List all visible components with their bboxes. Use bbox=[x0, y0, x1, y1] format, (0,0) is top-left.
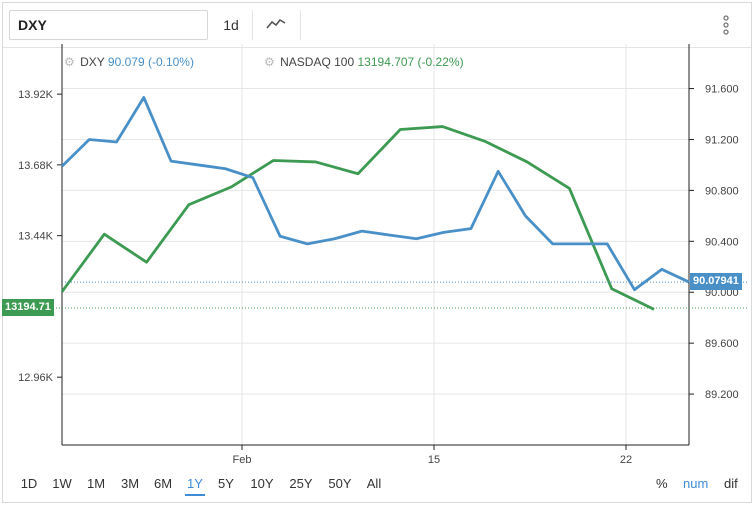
chart-type-button[interactable] bbox=[253, 10, 301, 40]
legend-dxy-value: 90.079 (-0.10%) bbox=[107, 55, 194, 69]
range-button-1m[interactable]: 1M bbox=[86, 476, 106, 491]
nasdaq-series-line bbox=[60, 125, 655, 311]
right-tick-label: 90.000 bbox=[705, 287, 739, 299]
range-button-25y[interactable]: 25Y bbox=[289, 476, 313, 491]
line-chart-icon bbox=[266, 18, 286, 29]
interval-selector[interactable]: 1d bbox=[210, 10, 253, 40]
range-button-5y[interactable]: 5Y bbox=[218, 476, 234, 491]
legend-nasdaq-symbol: NASDAQ 100 bbox=[280, 55, 355, 69]
left-tick-label: 13.68K bbox=[18, 160, 54, 172]
vertical-dots-icon[interactable] bbox=[719, 13, 733, 37]
right-tick-label: 91.200 bbox=[705, 134, 739, 146]
legend-nasdaq-value: 13194.707 (-0.22%) bbox=[357, 55, 464, 69]
range-button-1y[interactable]: 1Y bbox=[185, 474, 205, 496]
nasdaq-price-badge: 13194.71 bbox=[2, 298, 54, 316]
mode-button-percent[interactable]: % bbox=[656, 476, 668, 491]
left-tick-label: 13.92K bbox=[18, 89, 54, 101]
range-button-50y[interactable]: 50Y bbox=[328, 476, 352, 491]
left-tick-label: 13.44K bbox=[18, 231, 54, 243]
right-tick-label: 90.400 bbox=[705, 236, 739, 248]
gear-icon[interactable]: ⚙ bbox=[64, 55, 75, 69]
gear-icon[interactable]: ⚙ bbox=[264, 55, 275, 69]
x-tick-label: Feb bbox=[233, 454, 252, 466]
range-button-1w[interactable]: 1W bbox=[52, 476, 72, 491]
legend-nasdaq[interactable]: ⚙ NASDAQ 100 13194.707 (-0.22%) bbox=[264, 55, 464, 69]
dxy-price-badge: 90.07941 bbox=[690, 273, 742, 291]
right-tick-label: 91.600 bbox=[705, 84, 739, 96]
legend-dxy-symbol: DXY bbox=[80, 55, 105, 69]
left-tick-label: 12.96K bbox=[18, 372, 54, 384]
right-tick-label: 89.200 bbox=[705, 389, 739, 401]
mode-button-num[interactable]: num bbox=[683, 476, 709, 491]
dxy-series-line bbox=[61, 96, 690, 292]
range-button-10y[interactable]: 10Y bbox=[250, 476, 274, 491]
right-tick-label: 90.800 bbox=[705, 185, 739, 197]
legend-dxy[interactable]: ⚙ DXY 90.079 (-0.10%) bbox=[64, 55, 194, 69]
range-button-all[interactable]: All bbox=[366, 476, 382, 491]
mode-button-dif[interactable]: dif bbox=[724, 476, 738, 491]
range-button-3m[interactable]: 3M bbox=[120, 476, 140, 491]
toolbar: DXY 1d bbox=[3, 3, 751, 48]
x-tick-label: 15 bbox=[428, 454, 440, 466]
range-button-6m[interactable]: 6M bbox=[153, 476, 173, 491]
x-tick-label: 22 bbox=[620, 454, 632, 466]
symbol-input[interactable]: DXY bbox=[9, 10, 208, 40]
right-tick-label: 89.600 bbox=[705, 338, 739, 350]
range-button-1d[interactable]: 1D bbox=[20, 476, 38, 491]
